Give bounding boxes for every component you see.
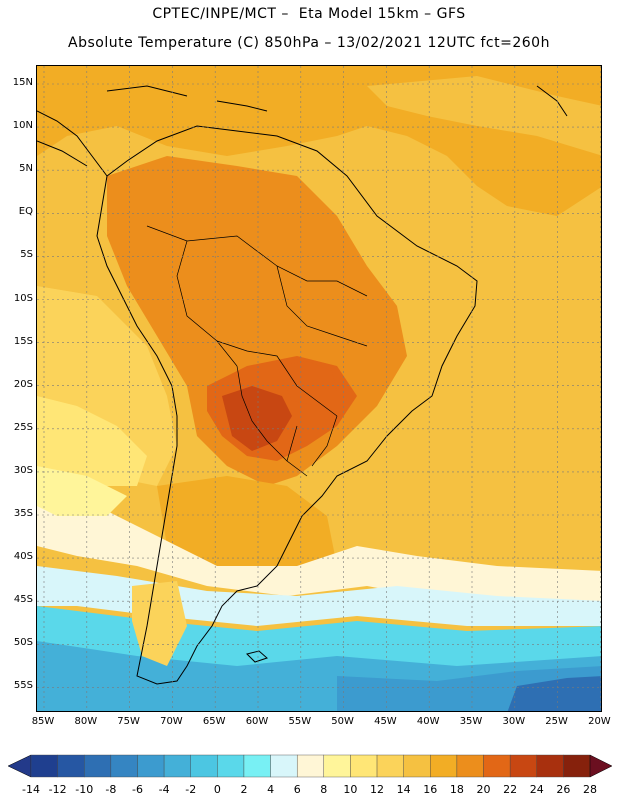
colorbar-swatch bbox=[563, 754, 591, 778]
colorbar-swatch bbox=[270, 754, 298, 778]
colorbar-swatch bbox=[509, 754, 537, 778]
caribbean-islands bbox=[106, 85, 568, 117]
lat-label: 25S bbox=[13, 421, 33, 433]
lat-label: 15S bbox=[13, 335, 33, 347]
lat-label: 5N bbox=[19, 163, 33, 175]
colorbar-swatch bbox=[483, 754, 511, 778]
lat-label: 5S bbox=[20, 249, 33, 261]
colorbar-tick-label: 14 bbox=[396, 783, 411, 796]
colorbar-swatch bbox=[110, 754, 138, 778]
field-pacific-light bbox=[37, 396, 147, 486]
colorbar-tick-label: 28 bbox=[583, 783, 597, 796]
temperature-map bbox=[36, 65, 602, 712]
field-deep-blue bbox=[507, 676, 601, 711]
colorbar-tick-label: 18 bbox=[449, 783, 464, 796]
lat-label: 45S bbox=[13, 594, 33, 606]
colorbar-tick-label: -6 bbox=[131, 783, 143, 796]
colorbar-tick-label: 22 bbox=[503, 783, 518, 796]
colorbar-tick-label: 4 bbox=[267, 783, 275, 796]
colorbar-tick-label: -2 bbox=[185, 783, 197, 796]
field-central-hot bbox=[277, 361, 337, 406]
map-title-line-2: Absolute Temperature (C) 850hPa – 13/02/… bbox=[68, 35, 550, 51]
lat-label: 10N bbox=[12, 120, 33, 132]
temperature-field bbox=[37, 66, 601, 711]
colorbar-tick-label: 20 bbox=[476, 783, 491, 796]
colorbar-tick-label: 2 bbox=[240, 783, 248, 796]
colorbar-tick-label: -10 bbox=[75, 783, 94, 796]
lat-label: 30S bbox=[13, 464, 33, 476]
lon-label: 65W bbox=[202, 716, 226, 727]
colorbar-swatch bbox=[137, 754, 165, 778]
lat-label: EQ bbox=[18, 206, 33, 218]
colorbar-swatch bbox=[296, 754, 325, 778]
lon-label: 80W bbox=[74, 716, 98, 727]
lat-label: 50S bbox=[13, 637, 33, 649]
colorbar-tick-label: 12 bbox=[370, 783, 385, 796]
colorbar-swatch bbox=[84, 754, 112, 778]
colorbar-tick-label: 16 bbox=[423, 783, 438, 796]
field-continent-red bbox=[222, 386, 292, 451]
lon-label: 25W bbox=[545, 716, 568, 727]
colorbar-swatch bbox=[217, 754, 245, 778]
lon-label: 35W bbox=[459, 716, 483, 727]
field-northeast-light bbox=[367, 76, 601, 156]
lat-label: 35S bbox=[13, 508, 33, 519]
falkland-islands bbox=[246, 650, 268, 663]
colorbar-tick-label: -14 bbox=[22, 783, 40, 796]
lat-label: 40S bbox=[13, 551, 33, 563]
lon-label: 40W bbox=[416, 716, 440, 727]
graticule-grid bbox=[37, 66, 601, 711]
lat-label: 15N bbox=[12, 77, 33, 88]
colorbar-under-triangle bbox=[7, 754, 32, 778]
colorbar-swatch bbox=[376, 754, 404, 778]
colorbar-swatch bbox=[350, 754, 378, 778]
colorbar-swatch bbox=[430, 754, 458, 778]
central-america-coastline bbox=[37, 110, 108, 177]
lon-label: 85W bbox=[31, 716, 55, 727]
lon-label: 20W bbox=[588, 716, 611, 727]
colorbar-swatch bbox=[57, 754, 85, 778]
colorbar-over-triangle bbox=[589, 754, 613, 778]
lon-label: 75W bbox=[117, 716, 140, 727]
colorbar-tick-label: 10 bbox=[343, 783, 358, 796]
lat-label: 20S bbox=[13, 378, 33, 390]
colorbar bbox=[7, 754, 613, 778]
lat-label: 10S bbox=[13, 292, 33, 304]
colorbar-swatch bbox=[456, 754, 484, 778]
colorbar-swatch bbox=[30, 754, 58, 778]
colorbar-tick-label: -4 bbox=[158, 783, 170, 796]
map-title-line-1: CPTEC/INPE/MCT – Eta Model 15km – GFS bbox=[152, 6, 466, 22]
lon-label: 55W bbox=[288, 716, 312, 727]
colorbar-swatch bbox=[243, 754, 271, 778]
colorbar-swatch bbox=[163, 754, 191, 778]
field-south-warm-cone bbox=[132, 581, 187, 666]
colorbar-tick-label: 6 bbox=[293, 783, 301, 796]
colorbar-swatch bbox=[190, 754, 218, 778]
field-cream-band bbox=[37, 496, 601, 606]
field-yellow-band bbox=[37, 466, 127, 516]
colorbar-tick-label: 8 bbox=[320, 783, 328, 796]
colorbar-tick-label: 26 bbox=[556, 783, 571, 796]
lat-label: 55S bbox=[13, 680, 33, 692]
colorbar-tick-label: 0 bbox=[213, 783, 221, 796]
colorbar-swatch bbox=[403, 754, 431, 778]
colorbar-swatch bbox=[323, 754, 351, 778]
lon-label: 50W bbox=[331, 716, 354, 727]
country-borders bbox=[146, 225, 368, 477]
lon-label: 70W bbox=[160, 716, 183, 727]
colorbar-swatch bbox=[536, 754, 564, 778]
lon-label: 60W bbox=[245, 716, 269, 727]
lon-label: 45W bbox=[374, 716, 397, 727]
south-america-coastline bbox=[96, 125, 478, 685]
colorbar-tick-label: -12 bbox=[48, 783, 67, 796]
colorbar-tick-label: 24 bbox=[529, 783, 544, 796]
lon-label: 30W bbox=[502, 716, 526, 727]
colorbar-tick-label: -8 bbox=[105, 783, 117, 796]
